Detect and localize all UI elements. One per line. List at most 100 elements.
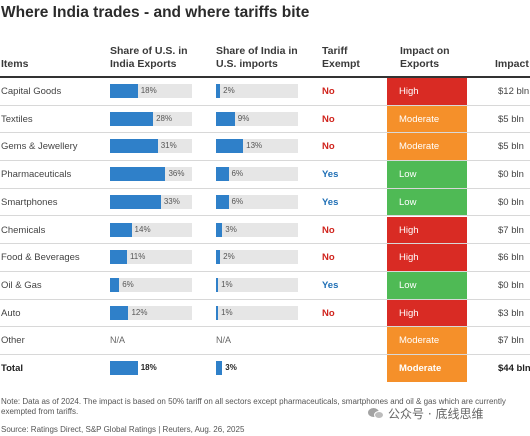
- header-items: Items: [1, 58, 29, 70]
- bar-fill: [110, 222, 132, 237]
- impact-badge: High: [387, 244, 467, 272]
- table-row: Gems & Jewellery 31% 13% No Moderate $5 bln: [0, 133, 530, 162]
- bar-fill: [110, 84, 138, 98]
- impact-label: Low: [399, 169, 417, 181]
- impact-value: $5 bln: [498, 141, 524, 153]
- impact-value: $12 bln: [498, 86, 530, 97]
- header-tariff-line2: Exempt: [322, 58, 360, 70]
- watermark-text: 公众号 · 底线思维: [388, 406, 484, 421]
- share-us-bar: 33%: [110, 194, 192, 209]
- item-name: Chemicals: [1, 224, 46, 236]
- impact-label: Low: [399, 196, 417, 208]
- item-name: Capital Goods: [1, 86, 62, 97]
- bar-fill: [216, 84, 221, 98]
- bar-value-label: 36%: [168, 169, 185, 179]
- header-impact-on-exports: Impact on Exports: [400, 45, 470, 71]
- watermark: 公众号 · 底线思维: [368, 403, 483, 423]
- row-divider: [0, 104, 530, 106]
- bar-value-label: 18%: [140, 86, 157, 95]
- share-india-bar: 1%: [216, 305, 298, 320]
- header-share-us-line2: India Exports: [110, 58, 177, 70]
- impact-value: $3 bln: [498, 307, 524, 319]
- row-divider: [0, 270, 530, 272]
- impact-badge: Low: [387, 271, 467, 300]
- bar-fill: [216, 194, 229, 209]
- item-name: Textiles: [1, 113, 33, 125]
- bar-fill: [110, 277, 120, 292]
- bar-value-label: 14%: [134, 224, 151, 234]
- bar-fill: [216, 305, 219, 320]
- impact-badge: Low: [387, 188, 467, 217]
- share-india-bar: 3%: [216, 222, 298, 237]
- share-us-bar: 11%: [110, 250, 192, 265]
- impact-label: Low: [399, 279, 417, 291]
- bar-fill: [110, 139, 158, 154]
- table-row: Smartphones 33% 6% Yes Low $0 bln: [0, 188, 530, 217]
- impact-badge: High: [387, 78, 467, 106]
- share-india-bar: 1%: [216, 277, 298, 292]
- tariff-exempt-value: No: [322, 252, 335, 264]
- impact-value: $5 bln: [498, 113, 524, 125]
- impact-badge: High: [387, 299, 467, 328]
- tariff-exempt-value: Yes: [322, 279, 339, 291]
- item-name: Pharmaceuticals: [1, 169, 72, 181]
- header-share-india-line2: U.S. imports: [216, 58, 278, 70]
- bar-value-label: 18%: [140, 363, 157, 372]
- table-row: Other N/A N/A Moderate $7 bln: [0, 327, 530, 355]
- impact-value: $0 bln: [498, 196, 524, 208]
- impact-value: $44 bln: [498, 363, 530, 374]
- header-impact-value: Impact: [495, 58, 529, 70]
- impact-value: $7 bln: [498, 224, 524, 236]
- bar-value-label: 6%: [231, 196, 244, 206]
- bar-fill: [216, 167, 229, 182]
- impact-value: $6 bln: [498, 252, 524, 264]
- row-divider: [0, 298, 530, 300]
- share-india-bar: 9%: [216, 111, 298, 126]
- bar-value-label: 11%: [129, 252, 146, 262]
- row-divider: [0, 243, 530, 245]
- footnote: Note: Data as of 2024. The impact is bas…: [1, 397, 506, 416]
- source-line: Source: Ratings Direct, S&P Global Ratin…: [1, 425, 245, 434]
- bar-value-label: 3%: [225, 224, 237, 234]
- bar-fill: [216, 361, 223, 375]
- table-row: Chemicals 14% 3% No High $7 bln: [0, 216, 530, 245]
- share-us-bar: 31%: [110, 139, 192, 154]
- share-us-bar: 6%: [110, 277, 192, 292]
- table-row: Auto 12% 1% No High $3 bln: [0, 299, 530, 328]
- page-title: Where India trades - and where tariffs b…: [1, 4, 310, 21]
- impact-badge: Moderate: [387, 133, 467, 162]
- bar-value-label: 2%: [223, 252, 235, 262]
- bar-value-label: 6%: [231, 169, 244, 179]
- row-divider: [0, 187, 530, 189]
- table-row: Textiles 28% 9% No Moderate $5 bln: [0, 105, 530, 134]
- impact-badge: Moderate: [387, 355, 467, 383]
- bar-value-label: 12%: [131, 307, 148, 317]
- impact-badge: Low: [387, 161, 467, 189]
- item-name: Auto: [1, 307, 21, 319]
- impact-label: Moderate: [399, 113, 440, 125]
- impact-value: $0 bln: [498, 279, 524, 291]
- row-divider: [0, 215, 530, 217]
- bar-value-label: 2%: [223, 86, 235, 95]
- impact-label: High: [399, 307, 419, 319]
- share-us-bar: 28%: [110, 111, 192, 126]
- share-us-bar: 14%: [110, 222, 192, 237]
- header-share-india: Share of India in U.S. imports: [216, 45, 306, 71]
- bar-value-label: 28%: [156, 113, 173, 123]
- impact-badge: Moderate: [387, 327, 467, 355]
- item-name: Other: [1, 335, 25, 347]
- share-india-bar: 2%: [216, 84, 298, 98]
- tariff-exempt-value: No: [322, 86, 335, 97]
- impact-badge: Moderate: [387, 105, 467, 134]
- na-label: N/A: [216, 335, 232, 346]
- item-name: Oil & Gas: [1, 279, 42, 291]
- tariff-exempt-value: No: [322, 141, 335, 153]
- header-tariff-exempt: Tariff Exempt: [322, 45, 382, 71]
- row-divider: [0, 353, 530, 355]
- impact-label: High: [399, 86, 419, 97]
- share-us-bar: 18%: [110, 361, 192, 375]
- tariff-exempt-value: Yes: [322, 169, 339, 181]
- tariff-exempt-value: No: [322, 307, 335, 319]
- share-india-bar: 6%: [216, 167, 298, 182]
- bar-value-label: 33%: [163, 196, 180, 206]
